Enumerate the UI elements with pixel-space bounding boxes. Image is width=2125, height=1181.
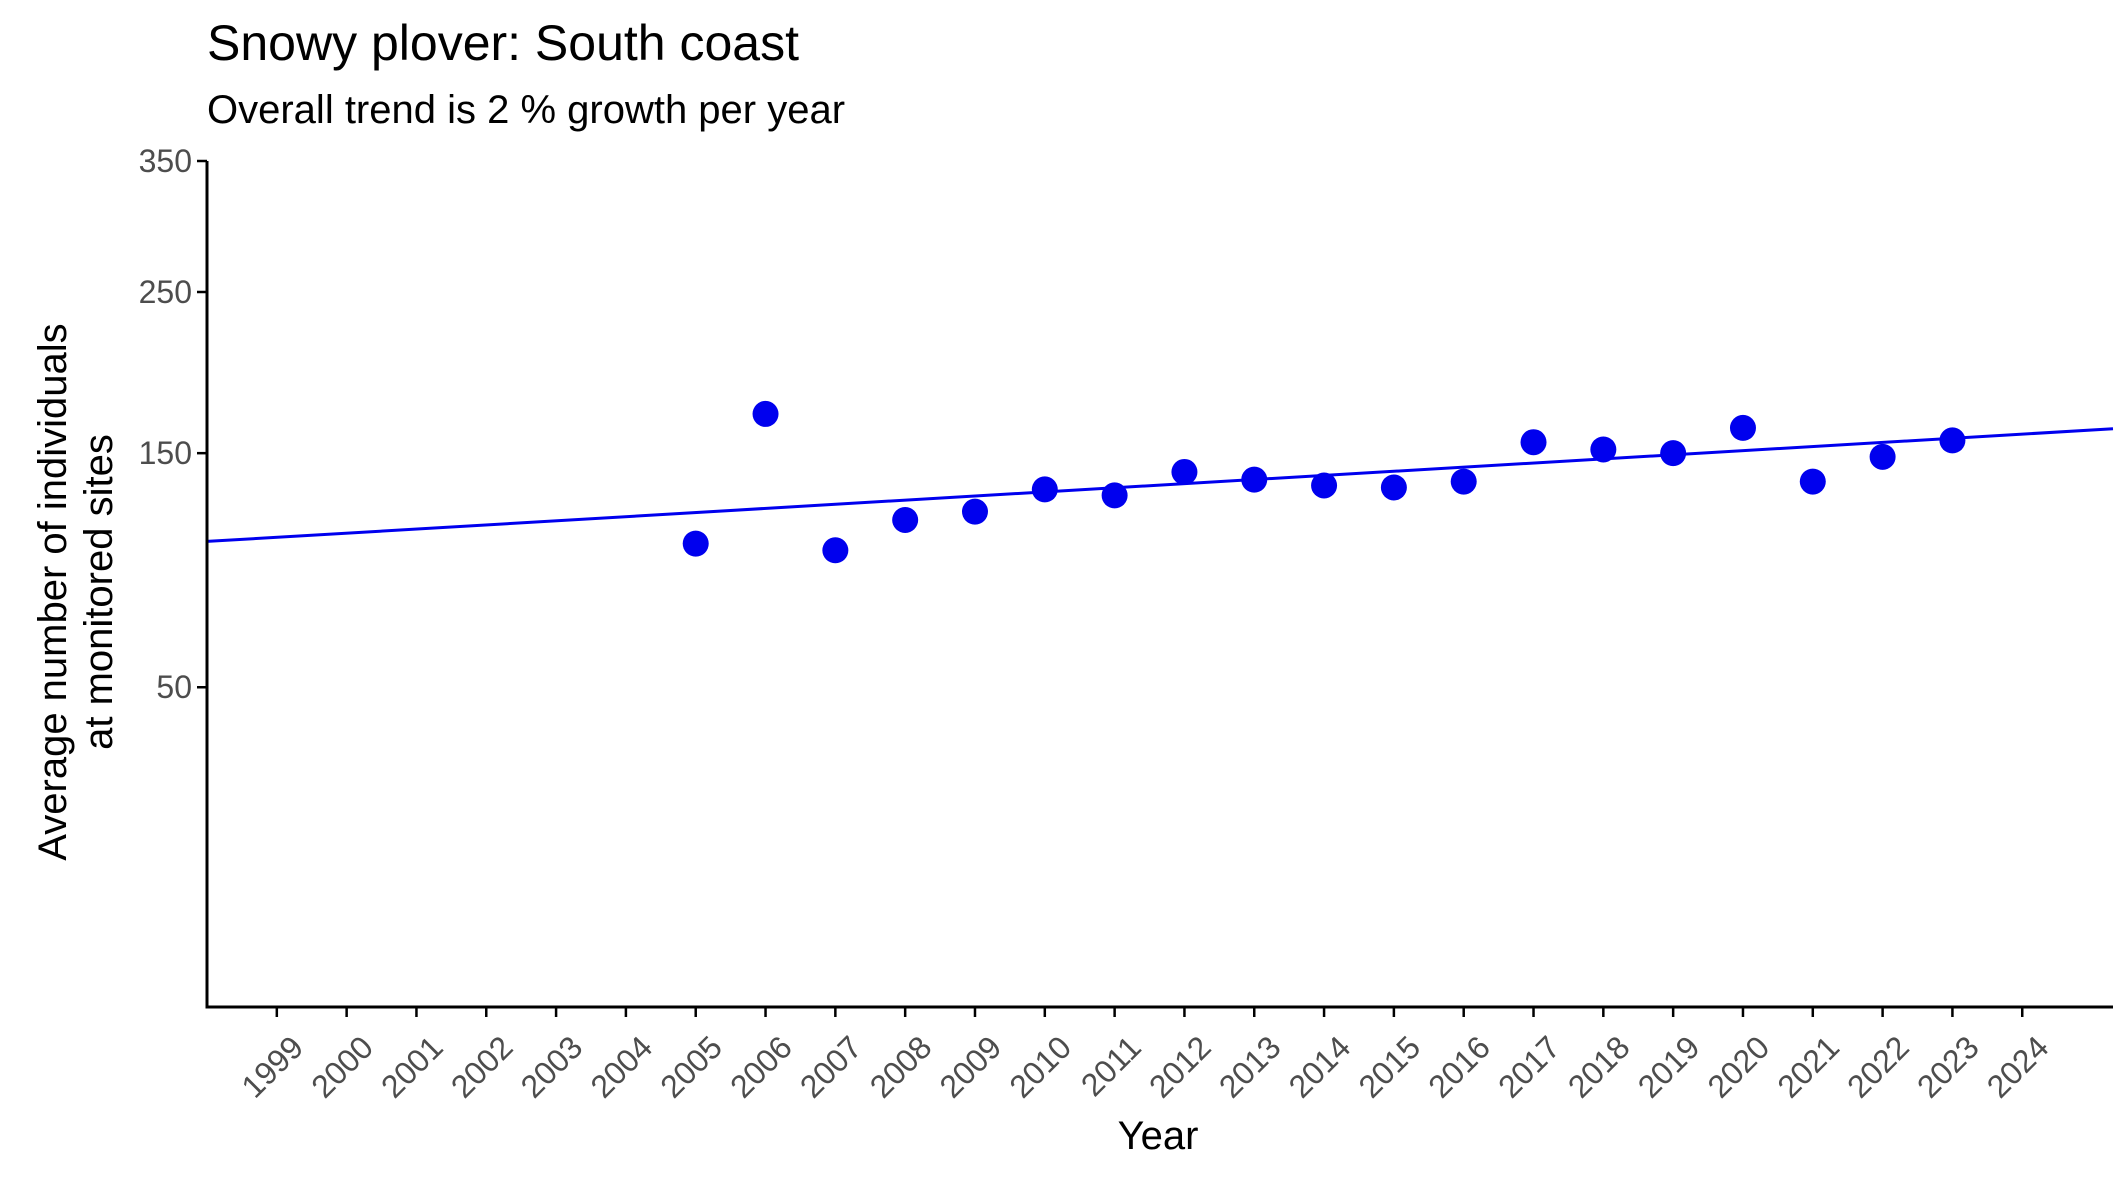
x-tick-label: 2017 [1491, 1029, 1567, 1105]
data-point [1101, 482, 1128, 509]
data-point [1171, 458, 1198, 485]
data-point [1380, 474, 1407, 501]
data-point [682, 530, 709, 557]
x-tick-label: 2004 [583, 1029, 659, 1105]
x-tick-label: 2023 [1910, 1029, 1986, 1105]
x-tick-label: 2003 [514, 1029, 590, 1105]
chart-subtitle: Overall trend is 2 % growth per year [207, 88, 846, 132]
data-point [1031, 476, 1058, 503]
data-point [1869, 443, 1896, 470]
x-tick-label: 2012 [1142, 1029, 1218, 1105]
y-axis-label-line2: at monitored sites [77, 434, 121, 750]
data-point [1729, 414, 1756, 441]
data-point [752, 400, 779, 427]
data-point [1799, 468, 1826, 495]
x-tick-label: 2015 [1351, 1029, 1427, 1105]
y-tick-label: 150 [139, 435, 192, 471]
x-tick-label: 2020 [1701, 1029, 1777, 1105]
x-tick-label: 2002 [444, 1029, 520, 1105]
x-tick-label: 2008 [863, 1029, 939, 1105]
x-tick-label: 1999 [234, 1029, 310, 1105]
x-tick-label: 2005 [653, 1029, 729, 1105]
data-point [1660, 440, 1687, 467]
x-tick-label: 2013 [1212, 1029, 1288, 1105]
x-tick-label: 2019 [1631, 1029, 1707, 1105]
chart-title: Snowy plover: South coast [207, 15, 799, 71]
x-axis-label: Year [1117, 1114, 1199, 1158]
x-tick-label: 2000 [304, 1029, 380, 1105]
x-tick-label: 2009 [933, 1029, 1009, 1105]
data-point [1241, 466, 1268, 493]
x-tick-label: 2024 [1980, 1029, 2056, 1105]
x-tick-label: 2018 [1561, 1029, 1637, 1105]
y-tick-label: 50 [156, 669, 192, 705]
x-tick-label: 2016 [1421, 1029, 1497, 1105]
y-tick-label: 250 [139, 274, 192, 310]
x-tick-label: 2010 [1002, 1029, 1078, 1105]
trend-line [206, 427, 2114, 543]
data-point [1939, 427, 1966, 454]
data-point [822, 537, 849, 564]
x-tick-label: 2022 [1840, 1029, 1916, 1105]
x-tick-label: 2011 [1074, 1029, 1148, 1103]
x-tick-label: 2006 [723, 1029, 799, 1105]
data-point [961, 498, 988, 525]
data-point [1311, 472, 1338, 499]
x-tick-label: 2021 [1770, 1029, 1846, 1105]
data-point [1450, 468, 1477, 495]
x-tick-label: 2014 [1282, 1029, 1358, 1105]
y-axis-label-line1: Average number of individuals [31, 323, 75, 861]
data-point [892, 506, 919, 533]
x-tick-label: 2001 [374, 1029, 450, 1105]
data-point [1520, 429, 1547, 456]
y-tick-label: 350 [139, 143, 192, 179]
x-tick-label: 2007 [793, 1029, 869, 1105]
y-axis-label: Average number of individuals at monitor… [30, 323, 122, 860]
data-point [1590, 436, 1617, 463]
